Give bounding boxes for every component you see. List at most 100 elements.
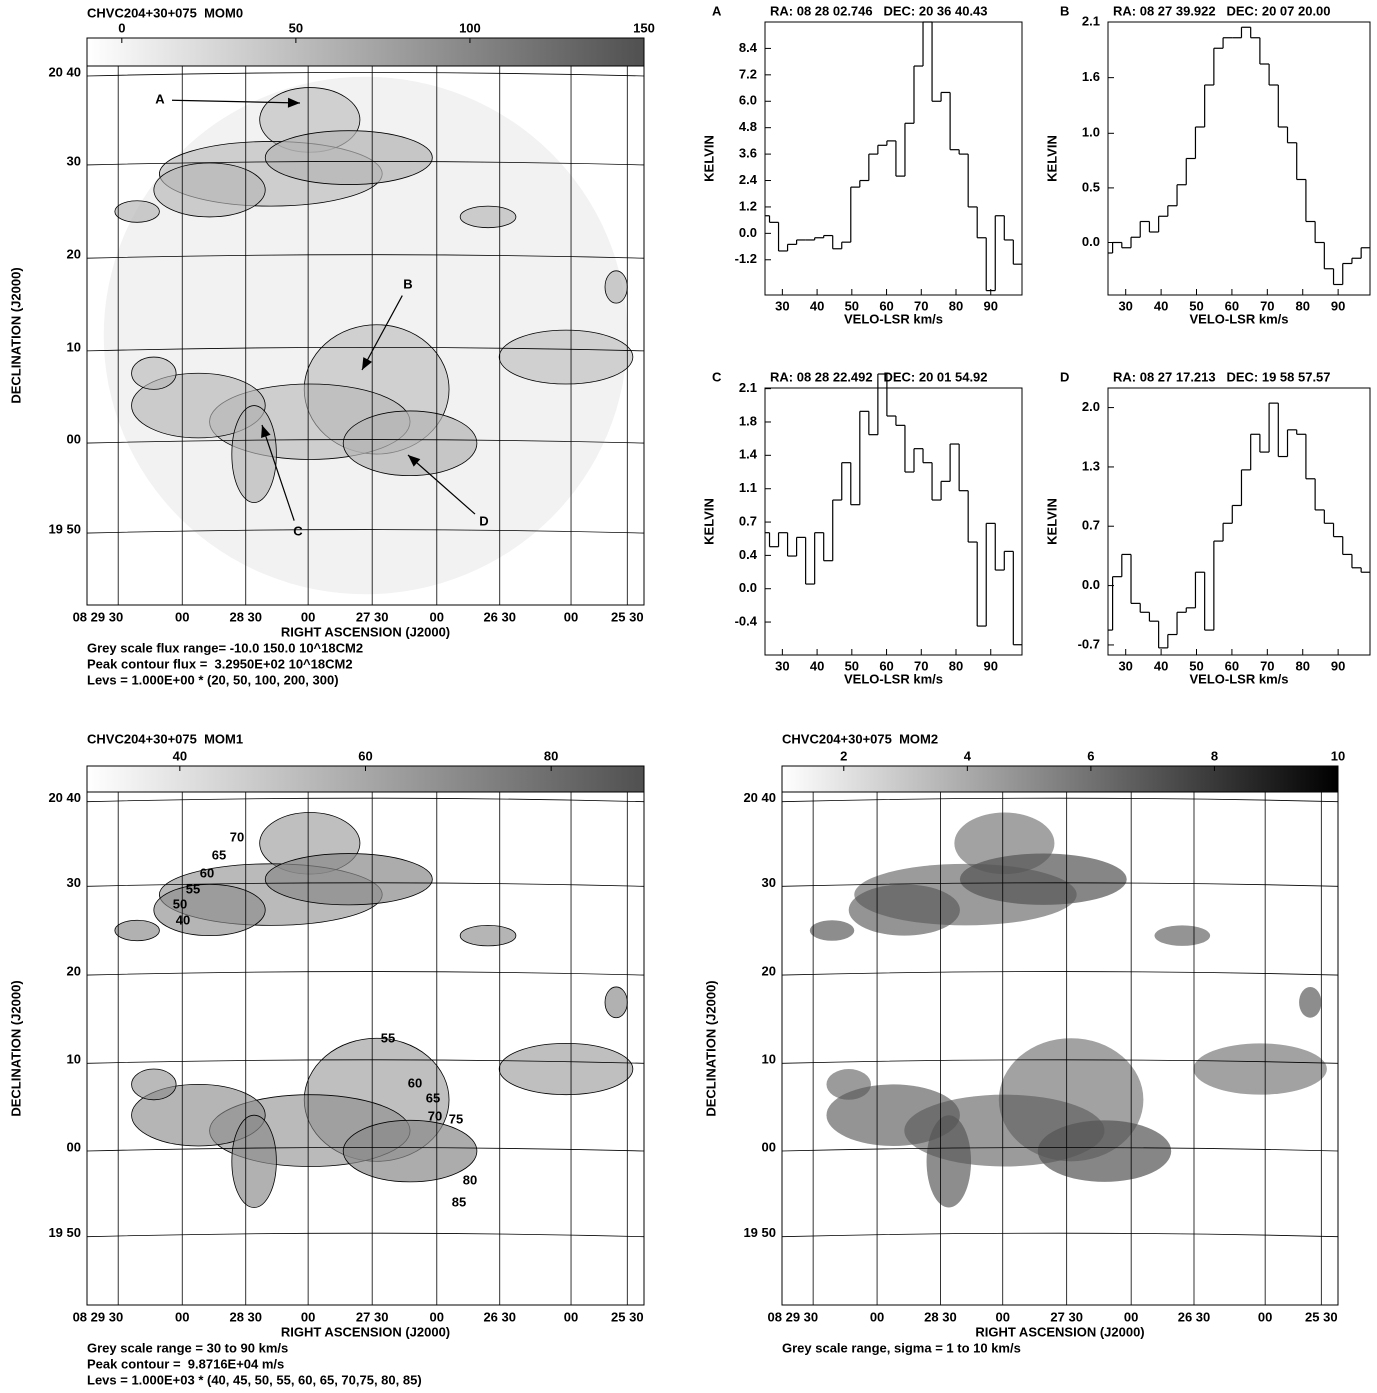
emission-region: [231, 1114, 277, 1208]
dec-grid-line: [781, 1059, 1339, 1064]
x-tick-label: 70: [914, 658, 928, 673]
x-axis-label: VELO-LSR km/s: [1190, 671, 1289, 686]
x-tick-label: 00: [175, 1309, 189, 1324]
x-tick-label: 70: [1260, 658, 1274, 673]
dec-grid-line: [86, 882, 645, 887]
y-tick-label: 00: [67, 1139, 81, 1154]
colorbar-tick-label: 40: [173, 748, 187, 763]
y-tick-label: 8.4: [739, 40, 758, 55]
colorbar-tick-label: 0: [118, 20, 125, 35]
y-tick-label: 1.0: [1082, 125, 1100, 140]
x-tick-label: 26 30: [483, 1309, 516, 1324]
y-tick-label: 6.0: [739, 93, 757, 108]
x-tick-label: 60: [1225, 658, 1239, 673]
emission-region: [264, 853, 433, 906]
annotation: D: [479, 513, 488, 528]
x-tick-label: 28 30: [924, 1309, 957, 1324]
x-tick-label: 00: [301, 1309, 315, 1324]
x-tick-label: 80: [1295, 658, 1309, 673]
emission-region: [826, 1084, 960, 1146]
x-tick-label: 90: [1331, 298, 1345, 313]
arrow-head: [287, 97, 300, 108]
x-axis-label: VELO-LSR km/s: [1190, 311, 1289, 326]
x-tick-label: 27 30: [356, 609, 389, 624]
dec-grid-line: [86, 346, 645, 352]
y-tick-label: -0.7: [1078, 636, 1100, 651]
emission-region: [459, 205, 517, 229]
colorbar-tick-label: 4: [964, 748, 972, 763]
emission-region: [809, 920, 855, 941]
y-axis-label: DECLINATION (J2000): [8, 267, 23, 403]
map-title: CHVC204+30+075 MOM0: [87, 5, 243, 20]
annotation: 75: [449, 1111, 463, 1126]
y-tick-label: 10: [67, 339, 81, 354]
map-title: CHVC204+30+075 MOM1: [87, 731, 243, 746]
spectrum-title: RA: 08 28 22.492 DEC: 20 01 54.92: [770, 369, 988, 384]
note: Levs = 1.000E+00 * (20, 50, 100, 200, 30…: [87, 672, 339, 687]
y-axis-label: DECLINATION (J2000): [8, 980, 23, 1116]
dec-grid-line: [86, 1232, 645, 1238]
y-tick-label: -0.4: [735, 613, 758, 628]
arrow-head: [362, 357, 373, 370]
y-tick-label: 1.1: [739, 480, 757, 495]
emission-region: [498, 329, 634, 385]
y-axis-label: KELVIN: [1044, 135, 1059, 182]
annotation: 80: [463, 1172, 477, 1187]
arrow-head: [261, 425, 271, 438]
x-tick-label: 70: [914, 298, 928, 313]
annotation: 60: [408, 1075, 422, 1090]
x-axis-label: RIGHT ASCENSION (J2000): [975, 1324, 1144, 1339]
panel-letter: B: [1060, 3, 1069, 18]
x-tick-label: 00: [430, 609, 444, 624]
x-tick-label: 60: [879, 298, 893, 313]
annotation: 60: [200, 865, 214, 880]
colorbar-tick-label: 80: [544, 748, 558, 763]
colorbar-tick-label: 100: [459, 20, 481, 35]
emission-region: [153, 162, 266, 218]
emission-region: [342, 1119, 478, 1183]
emission-region: [1299, 986, 1322, 1018]
note: Grey scale range, sigma = 1 to 10 km/s: [782, 1340, 1021, 1355]
y-axis-label: KELVIN: [701, 498, 716, 545]
x-axis-label: RIGHT ASCENSION (J2000): [281, 624, 450, 639]
map-title: CHVC204+30+075 MOM2: [782, 731, 938, 746]
x-tick-label: 26 30: [483, 609, 516, 624]
x-tick-label: 00: [175, 609, 189, 624]
dec-grid-line: [781, 1147, 1339, 1152]
emission-region: [604, 986, 628, 1019]
annotation: 55: [381, 1030, 395, 1045]
plot-frame: [1107, 387, 1371, 656]
y-tick-label: -1.2: [735, 251, 757, 266]
y-tick-label: 0.7: [739, 513, 757, 528]
x-tick-label: 80: [949, 658, 963, 673]
annotation: 65: [212, 847, 226, 862]
x-tick-label: 28 30: [229, 1309, 262, 1324]
x-tick-label: 80: [949, 298, 963, 313]
y-tick-label: 20: [67, 964, 81, 979]
emission-region: [604, 270, 628, 304]
dec-grid-line: [86, 1059, 645, 1064]
x-tick-label: 00: [430, 1309, 444, 1324]
x-tick-label: 50: [845, 298, 859, 313]
x-tick-label: 60: [879, 658, 893, 673]
annotation-arrow: [171, 99, 301, 104]
y-tick-label: 0.7: [1082, 518, 1100, 533]
x-axis-label: VELO-LSR km/s: [844, 671, 943, 686]
x-tick-label: 50: [845, 658, 859, 673]
y-tick-label: 10: [762, 1052, 776, 1067]
colorbar-tick-label: 8: [1211, 748, 1218, 763]
emission-region: [826, 1069, 871, 1100]
y-tick-label: 0.4: [739, 547, 758, 562]
emission-region: [926, 1115, 972, 1208]
annotation-arrow: [361, 295, 403, 371]
x-tick-label: 30: [775, 298, 789, 313]
spectrum-title: RA: 08 27 17.213 DEC: 19 58 57.57: [1113, 369, 1331, 384]
colorbar-tick-label: 6: [1087, 748, 1094, 763]
annotation-arrow: [407, 454, 476, 515]
x-axis-label: VELO-LSR km/s: [844, 311, 943, 326]
emission-region: [1037, 1120, 1172, 1182]
y-tick-label: 19 50: [48, 1225, 81, 1240]
annotation: 70: [428, 1108, 442, 1123]
y-tick-label: 2.4: [739, 172, 758, 187]
